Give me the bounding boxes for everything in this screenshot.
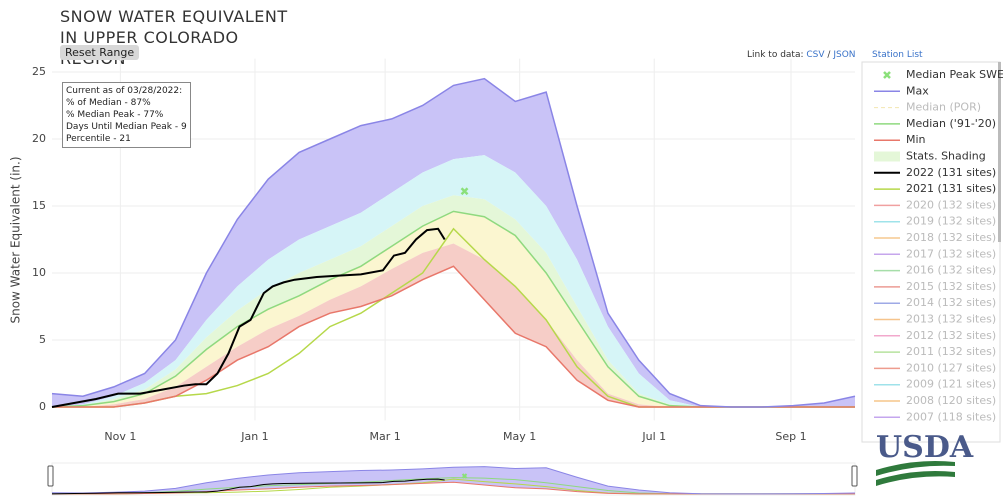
link-label: Link to data:	[747, 50, 804, 60]
legend-label: 2018 (132 sites)	[906, 231, 996, 244]
legend-scrollbar[interactable]	[998, 62, 1001, 242]
info-line: % Median Peak - 77%	[66, 110, 164, 120]
legend-entry[interactable]: Max	[874, 84, 929, 97]
y-tick-label: 25	[32, 65, 46, 78]
legend-label: 2014 (132 sites)	[906, 296, 996, 309]
separator: /	[827, 50, 831, 60]
legend-symbol	[874, 151, 900, 162]
series-line	[51, 77, 856, 408]
legend-entry[interactable]: 2020 (132 sites)	[874, 198, 996, 211]
legend-entry[interactable]: 2014 (132 sites)	[874, 296, 996, 309]
legend-entry[interactable]: Median Peak SWE	[883, 68, 1003, 81]
mini-median-peak-marker	[461, 473, 468, 479]
title: SNOW WATER EQUIVALENT IN UPPER COLORADO …	[60, 7, 288, 68]
info-box: Current as of 03/28/2022: % of Median - 8…	[62, 82, 191, 148]
legend-label: Max	[906, 84, 929, 97]
usda-logo: USDA	[876, 430, 974, 486]
mini-shading	[52, 466, 855, 494]
series-line	[51, 227, 446, 408]
legend-entry[interactable]: 2007 (118 sites)	[874, 410, 996, 423]
legend-entry[interactable]: 2015 (132 sites)	[874, 280, 996, 293]
legend-entry[interactable]: 2011 (132 sites)	[874, 345, 996, 358]
legend-label: Min	[906, 133, 926, 146]
range-handle[interactable]	[47, 465, 54, 487]
mini-series-line	[51, 466, 856, 495]
median-peak-marker	[460, 187, 469, 196]
legend-label: 2009 (121 sites)	[906, 378, 996, 391]
info-line: % of Median - 87%	[66, 98, 151, 108]
y-tick-label: 0	[39, 400, 46, 413]
station-list-link[interactable]: Station List	[872, 50, 923, 60]
x-tick-label: Nov 1	[104, 430, 136, 443]
legend-label: Median Peak SWE	[906, 68, 1003, 81]
info-line: Current as of 03/28/2022:	[66, 86, 183, 96]
legend-label: 2008 (120 sites)	[906, 394, 996, 407]
shading-band	[52, 155, 855, 407]
legend-entry[interactable]: Stats. Shading	[874, 150, 986, 163]
plot-area	[51, 58, 856, 421]
reset-range-button[interactable]: Reset Range	[60, 45, 140, 60]
y-axis-title: Snow Water Equivalent (in.)	[9, 156, 23, 323]
legend-entry[interactable]: Median (POR)	[874, 101, 981, 114]
legend-entry[interactable]: Min	[874, 133, 926, 146]
logo-swoosh	[876, 471, 955, 486]
range-handle[interactable]	[851, 465, 858, 487]
data-links: Link to data: CSV / JSON	[747, 50, 856, 60]
legend-label: 2019 (132 sites)	[906, 215, 996, 228]
legend-label: 2020 (132 sites)	[906, 198, 996, 211]
legend-entry[interactable]: 2008 (120 sites)	[874, 394, 996, 407]
legend-label: 2017 (132 sites)	[906, 247, 996, 260]
legend-entry[interactable]: 2013 (132 sites)	[874, 313, 996, 326]
legend: Median Peak SWE Max Median (POR) Median ('9…	[874, 68, 1003, 423]
legend-entry[interactable]: 2009 (121 sites)	[874, 378, 996, 391]
legend-label: 2007 (118 sites)	[906, 410, 996, 423]
legend-label: 2010 (127 sites)	[906, 361, 996, 374]
legend-label: 2013 (132 sites)	[906, 313, 996, 326]
x-tick-label: Jan 1	[240, 430, 268, 443]
legend-entry[interactable]: 2019 (132 sites)	[874, 215, 996, 228]
legend-entry[interactable]: 2021 (131 sites)	[874, 182, 996, 195]
info-line: Days Until Median Peak - 9	[66, 122, 187, 132]
legend-entry[interactable]: 2018 (132 sites)	[874, 231, 996, 244]
legend-label: 2012 (132 sites)	[906, 329, 996, 342]
legend-entry[interactable]: 2010 (127 sites)	[874, 361, 996, 374]
info-line: Percentile - 21	[66, 134, 131, 144]
legend-label: 2021 (131 sites)	[906, 182, 996, 195]
x-tick-label: Sep 1	[775, 430, 806, 443]
shading-band	[52, 78, 855, 407]
y-tick-label: 5	[39, 333, 46, 346]
legend-label: Median ('91-'20)	[906, 117, 996, 130]
legend-label: 2016 (132 sites)	[906, 264, 996, 277]
csv-link[interactable]: CSV	[806, 50, 825, 60]
legend-label: Stats. Shading	[906, 150, 986, 163]
legend-label: 2011 (132 sites)	[906, 345, 996, 358]
legend-entry[interactable]: 2022 (131 sites)	[874, 166, 996, 179]
y-tick-label: 20	[32, 132, 46, 145]
x-tick-label: May 1	[503, 430, 536, 443]
x-tick-label: Mar 1	[369, 430, 400, 443]
legend-label: 2022 (131 sites)	[906, 166, 996, 179]
legend-box	[861, 61, 1001, 443]
legend-symbol	[883, 71, 891, 79]
y-tick-label: 10	[32, 266, 46, 279]
json-link[interactable]: JSON	[833, 50, 856, 60]
y-tick-label: 15	[32, 199, 46, 212]
legend-entry[interactable]: 2016 (132 sites)	[874, 264, 996, 277]
legend-entry[interactable]: 2012 (132 sites)	[874, 329, 996, 342]
legend-label: Median (POR)	[906, 101, 981, 114]
legend-entry[interactable]: Median ('91-'20)	[874, 117, 996, 130]
mini-series-line	[51, 478, 445, 495]
logo-swoosh	[876, 461, 955, 476]
legend-entry[interactable]: 2017 (132 sites)	[874, 247, 996, 260]
logo-text: USDA	[876, 430, 974, 465]
x-tick-label: Jul 1	[641, 430, 666, 443]
legend-label: 2015 (132 sites)	[906, 280, 996, 293]
